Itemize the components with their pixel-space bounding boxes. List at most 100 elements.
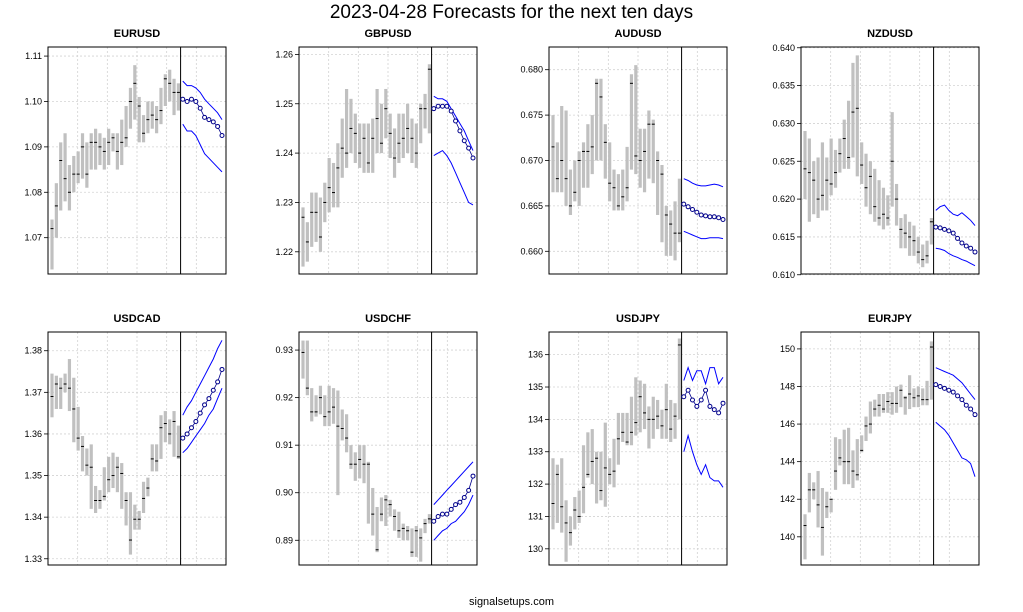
y-tick-label: 1.23 bbox=[275, 197, 293, 207]
y-tick-label: 0.90 bbox=[275, 488, 293, 498]
forecast-lower-band bbox=[683, 230, 724, 240]
forecast-point bbox=[210, 387, 216, 393]
y-tick-label: 1.37 bbox=[24, 387, 42, 397]
forecast-point bbox=[698, 212, 704, 218]
y-tick-label: 0.680 bbox=[520, 65, 543, 75]
forecast-point bbox=[950, 389, 956, 395]
forecast-point bbox=[955, 393, 961, 399]
forecast-point bbox=[461, 494, 467, 500]
forecast-point bbox=[707, 403, 713, 409]
forecast-line bbox=[182, 369, 223, 439]
plot-frame bbox=[548, 331, 728, 566]
forecast-point bbox=[193, 98, 199, 104]
forecast-point bbox=[716, 410, 722, 416]
forecast-line bbox=[433, 105, 474, 159]
forecast-point bbox=[933, 382, 939, 388]
forecast-point bbox=[694, 403, 700, 409]
forecast-point bbox=[197, 105, 203, 111]
y-tick-label: 0.615 bbox=[772, 232, 795, 242]
forecast-point bbox=[448, 108, 454, 114]
y-tick-label: 0.670 bbox=[520, 156, 543, 166]
y-tick-label: 1.10 bbox=[24, 96, 42, 106]
chart-nzdusd: NZDUSD 0.610 0.615 0.620 0.625 0.630 0.635 0.64… bbox=[772, 28, 980, 280]
forecast-point bbox=[431, 106, 437, 112]
forecast-point bbox=[219, 133, 225, 139]
y-tick-label: 1.26 bbox=[275, 49, 293, 59]
chart-title: USDCAD bbox=[113, 313, 160, 325]
y-tick-label: 0.93 bbox=[275, 345, 293, 355]
forecast-point bbox=[219, 366, 225, 372]
y-tick-label: 1.34 bbox=[24, 512, 42, 522]
chart-title: USDCHF bbox=[365, 313, 411, 325]
forecast-upper-band bbox=[433, 95, 474, 151]
forecast-point bbox=[466, 145, 472, 151]
forecast-point bbox=[685, 387, 691, 393]
chart-title: NZDUSD bbox=[867, 28, 913, 40]
y-tick-label: 132 bbox=[528, 479, 543, 489]
forecast-point bbox=[946, 228, 952, 234]
y-tick-label: 0.91 bbox=[275, 440, 293, 450]
forecast-point bbox=[470, 155, 476, 161]
forecast-point bbox=[681, 394, 687, 400]
forecast-point bbox=[470, 473, 476, 479]
y-tick-label: 135 bbox=[528, 382, 543, 392]
y-tick-label: 0.92 bbox=[275, 393, 293, 403]
plot-frame bbox=[800, 46, 980, 275]
y-tick-label: 148 bbox=[780, 381, 795, 391]
forecast-lower-band bbox=[182, 388, 223, 454]
forecast-point bbox=[972, 412, 978, 418]
y-tick-label: 1.33 bbox=[24, 554, 42, 564]
y-tick-label: 1.22 bbox=[275, 247, 293, 257]
forecast-point bbox=[689, 397, 695, 403]
forecast-point bbox=[453, 502, 459, 508]
chart-eurjpy: EURJPY 140 142 144 146 148 150 bbox=[780, 313, 980, 566]
forecast-point bbox=[188, 96, 194, 102]
forecast-point bbox=[933, 224, 939, 230]
y-tick-label: 150 bbox=[780, 344, 795, 354]
chart-title: EURUSD bbox=[114, 28, 161, 40]
plot-frame bbox=[800, 331, 980, 566]
forecast-point bbox=[202, 114, 208, 120]
y-tick-label: 0.665 bbox=[520, 201, 543, 211]
forecast-point bbox=[946, 387, 952, 393]
plot-frame bbox=[47, 331, 227, 566]
plot-frame bbox=[47, 46, 227, 275]
forecast-point bbox=[716, 215, 722, 221]
footer-credit: signalsetups.com bbox=[469, 596, 554, 608]
y-tick-label: 0.660 bbox=[520, 246, 543, 256]
forecast-point bbox=[180, 435, 186, 441]
forecast-point bbox=[210, 119, 216, 125]
y-tick-label: 130 bbox=[528, 544, 543, 554]
forecast-point bbox=[959, 397, 965, 403]
y-tick-label: 0.675 bbox=[520, 110, 543, 120]
forecast-point bbox=[959, 240, 965, 246]
y-tick-label: 136 bbox=[528, 350, 543, 360]
forecast-line bbox=[683, 389, 724, 414]
forecast-upper-band bbox=[182, 340, 223, 416]
forecast-point bbox=[955, 235, 961, 241]
chart-title: AUDUSD bbox=[614, 28, 661, 40]
chart-usdcad: USDCAD 1.33 1.34 1.35 1.36 1.37 1.38 bbox=[24, 313, 227, 566]
y-tick-label: 140 bbox=[780, 532, 795, 542]
y-tick-label: 1.25 bbox=[275, 99, 293, 109]
chart-usdjpy: USDJPY 130 131 132 133 134 135 136 bbox=[528, 313, 728, 566]
forecast-upper-band bbox=[935, 367, 976, 400]
y-tick-label: 1.35 bbox=[24, 471, 42, 481]
forecast-point bbox=[448, 506, 454, 512]
forecast-point bbox=[681, 201, 687, 207]
y-tick-label: 144 bbox=[780, 457, 795, 467]
forecast-point bbox=[968, 245, 974, 251]
forecast-point bbox=[937, 225, 943, 231]
forecast-point bbox=[707, 214, 713, 220]
forecast-point bbox=[711, 214, 717, 220]
forecast-point bbox=[685, 204, 691, 210]
forecast-point bbox=[941, 385, 947, 391]
forecast-lower-band bbox=[433, 149, 474, 206]
y-tick-label: 1.09 bbox=[24, 142, 42, 152]
forecast-lower-band bbox=[182, 123, 223, 173]
forecast-point bbox=[703, 387, 709, 393]
chart-audusd: AUDUSD 0.660 0.665 0.670 0.675 0.680 bbox=[520, 28, 728, 275]
forecast-point bbox=[180, 96, 186, 102]
plot-frame bbox=[548, 46, 728, 275]
